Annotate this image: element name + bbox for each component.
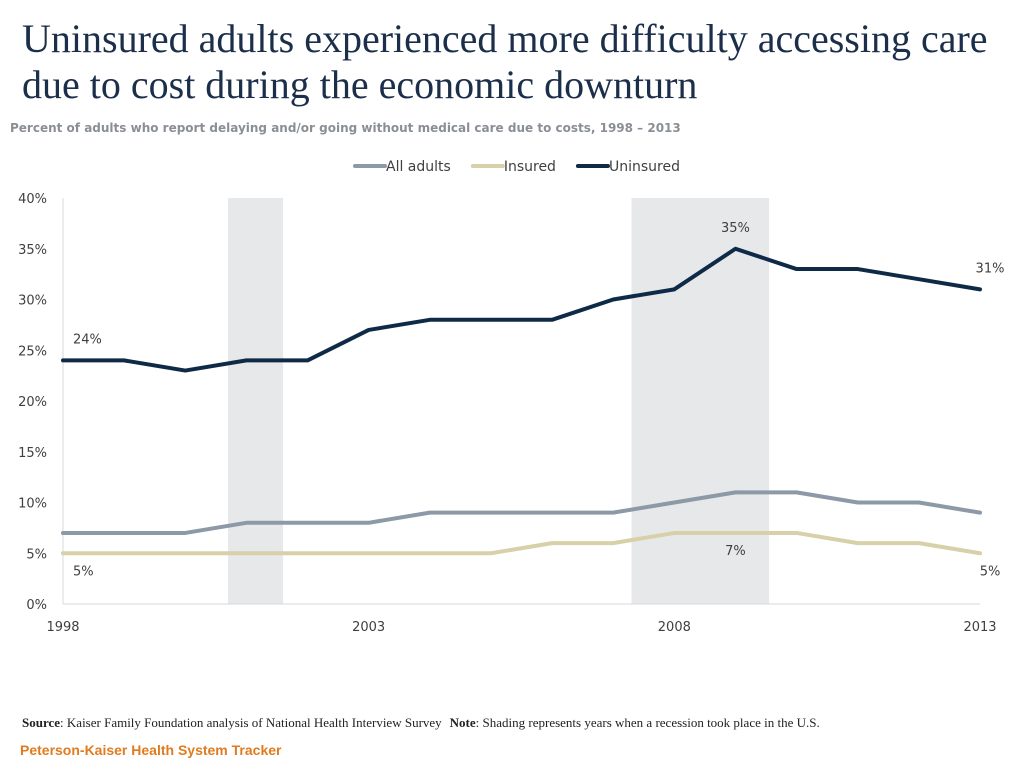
data-point-insured	[856, 541, 860, 545]
data-point-insured	[367, 551, 371, 555]
footer-note: Source: Kaiser Family Foundation analysi…	[22, 715, 1022, 731]
data-point-insured	[183, 551, 187, 555]
data-point-uninsured	[795, 267, 799, 271]
data-point-all-adults	[611, 511, 615, 515]
data-point-all-adults	[550, 511, 554, 515]
x-tick-label: 2013	[963, 620, 996, 635]
data-point-insured	[122, 551, 126, 555]
x-tick-label: 2003	[352, 620, 385, 635]
data-point-insured	[61, 551, 65, 555]
series-line-insured	[61, 530, 982, 556]
y-tick-label: 30%	[18, 294, 47, 309]
data-point-insured	[795, 531, 799, 535]
data-point-all-adults	[795, 490, 799, 494]
legend: All adults Insured Uninsured	[353, 159, 680, 175]
note-text: : Shading represents years when a recess…	[475, 715, 820, 730]
x-tick-label: 1998	[46, 620, 79, 635]
chart-subtitle: Percent of adults who report delaying an…	[10, 121, 681, 135]
data-point-uninsured	[367, 328, 371, 332]
data-point-uninsured	[550, 318, 554, 322]
data-label: 5%	[73, 564, 94, 579]
data-point-uninsured	[733, 247, 737, 251]
y-tick-label: 25%	[18, 344, 47, 359]
y-tick-label: 15%	[18, 446, 47, 461]
recession-shading	[228, 198, 770, 604]
data-point-all-adults	[733, 490, 737, 494]
y-tick-label: 35%	[18, 243, 47, 258]
data-point-all-adults	[917, 501, 921, 504]
recession-band-2	[631, 198, 770, 604]
y-tick-label: 0%	[26, 598, 47, 613]
data-label: 5%	[980, 564, 1001, 579]
series-line-uninsured	[61, 246, 982, 373]
y-tick-label: 10%	[18, 497, 47, 512]
data-point-all-adults	[367, 521, 371, 525]
chart-title: Uninsured adults experienced more diffic…	[22, 16, 988, 107]
data-point-all-adults	[428, 511, 432, 515]
data-point-uninsured	[61, 358, 65, 362]
data-point-uninsured	[672, 287, 676, 291]
data-label: 24%	[73, 332, 102, 347]
brand-name: Peterson-Kaiser Health System Tracker	[20, 742, 282, 758]
recession-band-1	[228, 198, 284, 604]
data-point-uninsured	[978, 287, 982, 291]
legend-label: All adults	[386, 159, 451, 175]
data-point-insured	[550, 541, 554, 545]
data-point-uninsured	[917, 277, 921, 281]
legend-label: Insured	[504, 159, 556, 175]
source-text: : Kaiser Family Foundation analysis of N…	[60, 715, 442, 730]
y-tick-label: 20%	[18, 395, 47, 410]
data-point-insured	[489, 551, 493, 555]
y-tick-label: 5%	[26, 547, 47, 562]
data-point-uninsured	[428, 318, 432, 322]
data-point-insured	[917, 541, 921, 545]
data-point-all-adults	[244, 521, 248, 525]
data-point-uninsured	[244, 358, 248, 362]
y-tick-label: 40%	[18, 192, 47, 207]
data-point-insured	[978, 551, 982, 555]
x-tick-label: 2008	[658, 620, 691, 635]
line-chart: 0% 5% 10% 15% 20% 25% 30% 35% 40% 1998 2003 2008 201…	[18, 159, 1004, 635]
data-point-insured	[306, 551, 310, 555]
data-label: 35%	[721, 221, 750, 236]
data-point-uninsured	[489, 318, 493, 322]
legend-label: Uninsured	[609, 159, 680, 175]
series-line-all-adults	[61, 490, 982, 535]
data-point-uninsured	[306, 358, 310, 362]
data-point-uninsured	[611, 298, 615, 301]
series-lines	[61, 246, 982, 556]
data-point-insured	[428, 551, 432, 555]
data-label: 31%	[976, 261, 1005, 276]
source-label: Source	[22, 715, 61, 730]
data-point-all-adults	[672, 501, 676, 504]
data-point-all-adults	[61, 531, 65, 535]
data-point-uninsured	[122, 358, 126, 362]
data-point-all-adults	[122, 531, 126, 535]
data-point-all-adults	[306, 521, 310, 525]
data-point-all-adults	[978, 511, 982, 515]
data-point-all-adults	[183, 531, 187, 535]
data-labels: 24% 35% 31% 5% 7% 5%	[73, 221, 1004, 580]
note-label: Note	[449, 715, 476, 730]
data-point-all-adults	[489, 511, 493, 515]
data-point-insured	[244, 551, 248, 555]
data-point-insured	[611, 541, 615, 545]
data-point-uninsured	[856, 267, 860, 271]
data-point-insured	[733, 531, 737, 535]
data-point-all-adults	[856, 501, 860, 504]
axes: 0% 5% 10% 15% 20% 25% 30% 35% 40% 1998 2003 2008 201…	[18, 192, 996, 635]
data-point-uninsured	[183, 369, 187, 373]
data-label: 7%	[725, 544, 746, 559]
data-point-insured	[672, 531, 676, 535]
